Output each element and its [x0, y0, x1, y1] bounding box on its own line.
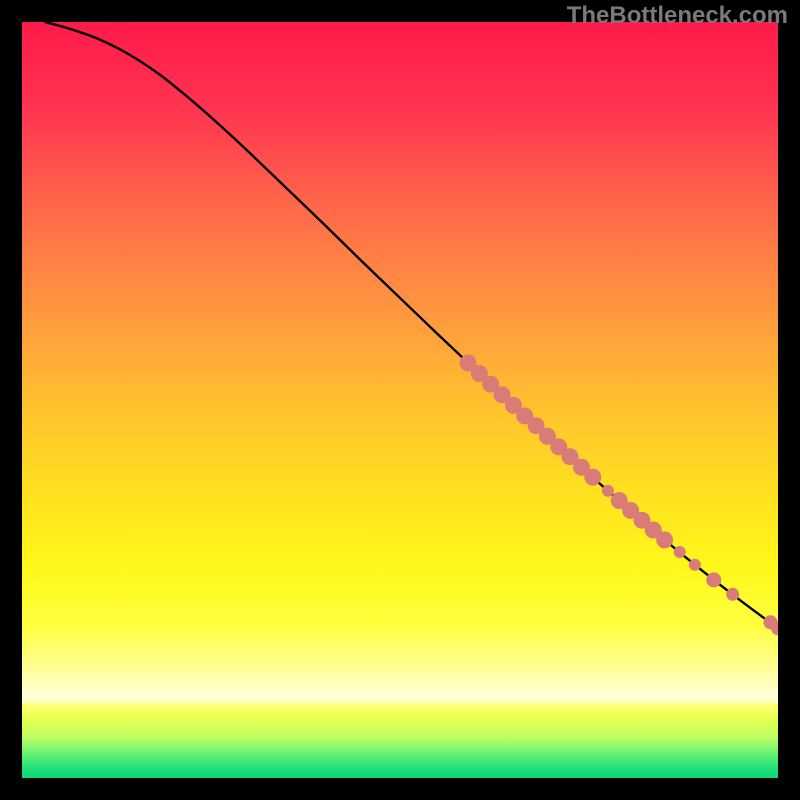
scatter-point: [689, 559, 701, 571]
scatter-point: [706, 572, 721, 587]
plot-area: [22, 22, 778, 778]
scatter-point: [602, 485, 614, 497]
scatter-point: [584, 469, 601, 486]
chart-container: TheBottleneck.com: [0, 0, 800, 800]
scatter-point: [674, 546, 686, 558]
scatter-point: [656, 531, 673, 548]
watermark-text: TheBottleneck.com: [567, 2, 788, 30]
chart-overlay: [22, 22, 778, 778]
scatter-point: [726, 588, 739, 601]
scatter-group: [460, 354, 778, 635]
